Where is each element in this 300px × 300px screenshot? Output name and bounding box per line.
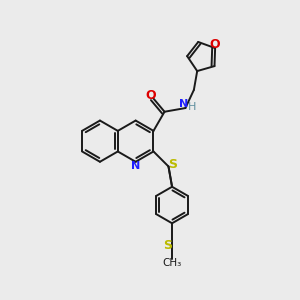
Text: O: O (146, 89, 156, 102)
Text: N: N (179, 99, 189, 109)
Text: H: H (188, 102, 196, 112)
Text: CH₃: CH₃ (162, 258, 182, 268)
Text: O: O (210, 38, 220, 51)
Text: S: S (168, 158, 177, 171)
Text: S: S (163, 239, 172, 252)
Text: N: N (131, 161, 140, 172)
